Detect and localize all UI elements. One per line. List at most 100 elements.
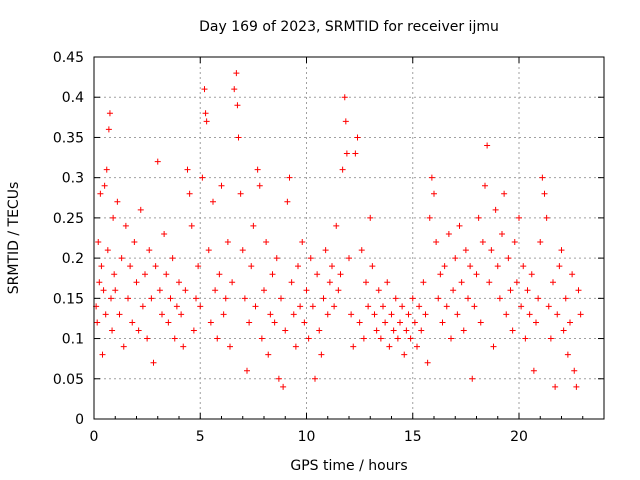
data-point (271, 319, 278, 326)
data-point (367, 214, 374, 221)
data-point (441, 263, 448, 270)
data-point (564, 351, 571, 358)
data-point (278, 295, 284, 302)
data-points (93, 70, 584, 390)
data-point (409, 295, 416, 302)
data-point (573, 383, 580, 390)
data-point (380, 303, 386, 310)
data-point (373, 327, 380, 334)
data-point (575, 287, 582, 294)
data-point (244, 367, 250, 374)
data-point (490, 343, 497, 350)
data-point (139, 303, 146, 310)
data-point (142, 271, 148, 278)
data-point (96, 279, 103, 286)
x-tick-label: 0 (90, 429, 99, 445)
data-point (390, 327, 397, 334)
data-point (108, 295, 114, 302)
data-point (148, 295, 155, 302)
data-point (154, 158, 161, 165)
data-point (122, 222, 129, 229)
data-point (526, 311, 533, 318)
data-point (267, 311, 274, 318)
data-point (350, 343, 357, 350)
data-point (95, 239, 102, 246)
y-tick-label: 0.05 (53, 372, 84, 388)
data-point (98, 263, 105, 270)
data-point (505, 255, 512, 262)
data-point (554, 311, 561, 318)
data-point (210, 198, 216, 205)
data-point (114, 198, 121, 205)
data-point (120, 343, 127, 350)
data-point (545, 303, 552, 310)
data-point (282, 327, 289, 334)
data-point (571, 367, 578, 374)
data-point (261, 287, 267, 294)
data-point (202, 110, 209, 117)
data-point (109, 327, 116, 334)
data-point (342, 118, 349, 125)
data-point (248, 263, 255, 270)
data-point (167, 295, 174, 302)
data-point (173, 303, 180, 310)
data-point (180, 343, 187, 350)
data-point (539, 174, 546, 181)
data-point (222, 295, 229, 302)
data-point (431, 190, 437, 197)
data-point (320, 295, 327, 302)
data-point (309, 303, 316, 310)
data-point (324, 311, 331, 318)
data-point (522, 335, 529, 342)
data-point (218, 182, 225, 189)
data-point (171, 335, 178, 342)
data-point (199, 174, 206, 181)
data-point (416, 303, 423, 310)
data-point (471, 303, 478, 310)
data-point (424, 359, 431, 366)
data-point (318, 351, 325, 358)
data-point (273, 255, 280, 262)
data-point (237, 190, 244, 197)
data-point (371, 311, 378, 318)
data-point (499, 230, 505, 237)
data-point (131, 239, 138, 246)
data-point (392, 295, 399, 302)
data-point (290, 311, 297, 318)
data-point (445, 230, 452, 237)
data-point (458, 279, 465, 286)
data-point (535, 295, 542, 302)
data-point (541, 190, 548, 197)
data-point (186, 190, 193, 197)
data-point (511, 239, 518, 246)
data-point (110, 214, 117, 221)
data-point (269, 271, 276, 278)
data-point (558, 247, 565, 254)
data-point (433, 239, 440, 246)
x-tick-label: 5 (196, 429, 205, 445)
data-point (524, 287, 531, 294)
grid (94, 57, 604, 419)
data-point (518, 303, 525, 310)
data-point (407, 335, 414, 342)
data-point (482, 182, 488, 189)
data-point (101, 182, 108, 189)
data-point (229, 279, 236, 286)
data-point (280, 383, 287, 390)
data-point (399, 303, 406, 310)
data-point (246, 319, 253, 326)
data-point (435, 295, 442, 302)
data-point (176, 279, 182, 286)
data-point (104, 247, 111, 254)
y-tick-label: 0.45 (53, 50, 84, 66)
data-point (492, 206, 499, 213)
data-point (207, 319, 214, 326)
data-point (182, 287, 189, 294)
data-point (212, 287, 219, 294)
data-point (467, 263, 474, 270)
data-point (94, 319, 101, 326)
data-point (473, 271, 480, 278)
data-point (184, 166, 191, 173)
data-point (263, 239, 270, 246)
x-tick-label: 10 (298, 429, 316, 445)
